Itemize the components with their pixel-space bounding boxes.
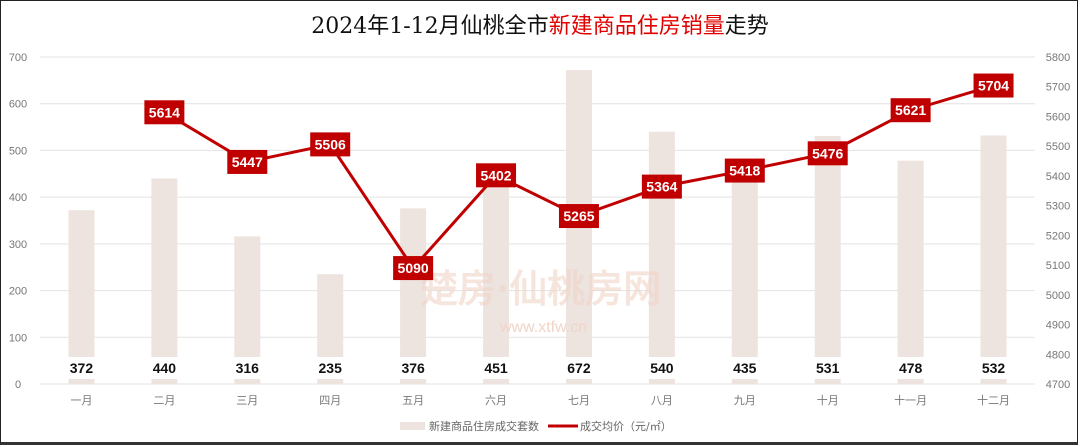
bar-label-bg — [561, 357, 596, 379]
line-label-bg — [807, 141, 848, 166]
line-label-bg — [310, 132, 351, 157]
line-label-bg — [890, 98, 931, 123]
category-label: 十月 — [817, 393, 839, 407]
category-label: 九月 — [734, 394, 756, 407]
bar-value-label: 235 — [319, 360, 343, 376]
bar-value-label: 532 — [982, 360, 1006, 376]
left-tick-label: 100 — [9, 332, 27, 344]
bar-label-bg — [479, 357, 514, 379]
legend-line-label: 成交均价（元/㎡） — [580, 419, 672, 433]
bar-value-label: 376 — [401, 360, 425, 376]
line-label-bg — [973, 73, 1014, 98]
line-label-bg — [724, 158, 765, 183]
legend-bar-swatch — [400, 422, 425, 430]
right-tick-label: 4800 — [1046, 349, 1070, 361]
left-tick-label: 300 — [9, 239, 27, 251]
bar — [151, 178, 178, 384]
bar-label-bg — [893, 357, 928, 379]
right-tick-label: 5400 — [1046, 171, 1070, 183]
bar — [814, 135, 841, 384]
category-label: 二月 — [153, 394, 175, 407]
left-tick-label: 200 — [9, 286, 27, 298]
chart-title: 2024年1-12月仙桃全市新建商品住房销量走势 — [0, 8, 1080, 40]
category-label: 八月 — [651, 394, 673, 407]
right-tick-label: 5100 — [1046, 260, 1070, 272]
right-tick-label: 5700 — [1046, 82, 1070, 94]
category-label: 十二月 — [977, 393, 1010, 407]
category-label: 五月 — [402, 394, 424, 407]
bar-label-bg — [230, 357, 265, 379]
line-label-bg — [144, 100, 185, 125]
right-tick-label: 5600 — [1046, 111, 1070, 123]
bar — [980, 135, 1007, 384]
bar — [897, 160, 924, 384]
line-value-label: 5418 — [729, 163, 760, 179]
right-tick-label: 5300 — [1046, 201, 1070, 213]
bar-value-label: 316 — [236, 360, 260, 376]
title-part: 走势 — [724, 14, 769, 39]
bar — [731, 180, 758, 384]
line-label-bg — [476, 163, 517, 188]
category-label: 六月 — [485, 394, 507, 407]
left-tick-label: 700 — [9, 52, 27, 64]
bar-label-bg — [147, 357, 182, 379]
watermark: 楚房·仙桃房网 — [420, 266, 661, 311]
bar-value-label: 435 — [733, 360, 757, 376]
bar-value-label: 440 — [153, 360, 177, 376]
bar-value-label: 531 — [816, 360, 840, 376]
line-value-label: 5447 — [232, 154, 263, 170]
bar-label-bg — [396, 357, 431, 379]
bar-label-bg — [976, 357, 1011, 379]
bar-label-bg — [64, 357, 99, 379]
line-value-label: 5614 — [149, 104, 180, 120]
line-value-label: 5265 — [563, 208, 594, 224]
bar-value-label: 451 — [484, 360, 508, 376]
legend-bar-label: 新建商品住房成交套数 — [429, 419, 539, 433]
category-label: 三月 — [236, 394, 258, 407]
line-label-bg — [227, 149, 268, 174]
category-label: 一月 — [70, 394, 92, 407]
title-part: 2024年1-12月仙桃全市 — [311, 14, 549, 39]
line-value-label: 5402 — [480, 167, 511, 183]
bar — [68, 210, 95, 384]
line-value-label: 5506 — [315, 136, 346, 152]
category-label: 七月 — [568, 394, 590, 407]
line-value-label: 5704 — [978, 78, 1009, 94]
category-label: 四月 — [319, 394, 341, 407]
line-label-bg — [558, 204, 599, 229]
bar-label-bg — [644, 357, 679, 379]
bar-value-label: 372 — [70, 360, 94, 376]
left-tick-label: 600 — [9, 99, 27, 111]
right-tick-label: 4900 — [1046, 320, 1070, 332]
line-value-label: 5476 — [812, 145, 843, 161]
left-tick-label: 500 — [9, 145, 27, 157]
right-tick-label: 5000 — [1046, 290, 1070, 302]
right-tick-label: 5200 — [1046, 230, 1070, 242]
right-tick-label: 5800 — [1046, 52, 1070, 64]
line-value-label: 5621 — [895, 102, 926, 118]
bar-label-bg — [313, 357, 348, 379]
watermark-url: www.xtfw.cn — [499, 319, 587, 336]
line-value-label: 5090 — [398, 260, 429, 276]
bar-value-label: 672 — [567, 360, 591, 376]
line-label-bg — [393, 256, 434, 281]
bar — [483, 173, 510, 384]
left-tick-label: 400 — [9, 192, 27, 204]
bar-label-bg — [727, 357, 762, 379]
left-tick-label: 0 — [15, 379, 21, 391]
bar-value-label: 478 — [899, 360, 923, 376]
line-label-bg — [641, 174, 682, 199]
right-tick-label: 4700 — [1046, 379, 1070, 391]
bar-label-bg — [810, 357, 845, 379]
bar-value-label: 540 — [650, 360, 674, 376]
category-label: 十一月 — [894, 393, 927, 407]
title-highlight: 新建商品住房销量 — [548, 14, 725, 39]
right-tick-label: 5500 — [1046, 141, 1070, 153]
bar — [400, 208, 427, 384]
line-value-label: 5364 — [646, 179, 677, 195]
bar — [648, 131, 675, 384]
